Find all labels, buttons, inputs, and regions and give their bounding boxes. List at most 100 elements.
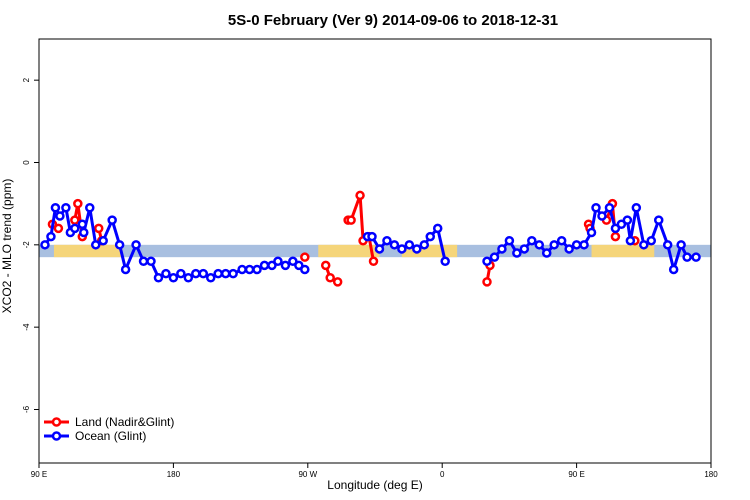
data-point xyxy=(90,240,101,250)
data-point xyxy=(300,264,310,275)
data-point xyxy=(50,203,61,213)
data-point xyxy=(267,260,277,271)
x-tick-label: 90 E xyxy=(31,470,47,479)
data-point xyxy=(168,273,179,283)
data-point xyxy=(591,203,601,213)
series-0 xyxy=(47,190,640,287)
data-point xyxy=(259,260,270,271)
data-point xyxy=(404,240,415,250)
x-axis: 90 E 180 90 W 0 90 E 180 xyxy=(31,463,718,479)
data-point xyxy=(325,273,335,283)
data-point xyxy=(93,223,104,234)
y-tick-label: 0 xyxy=(22,160,31,165)
data-point xyxy=(294,260,304,271)
data-point xyxy=(367,231,377,242)
data-point xyxy=(389,240,400,250)
y-tick-label: -6 xyxy=(22,405,31,413)
data-point xyxy=(40,240,50,250)
data-point xyxy=(320,260,331,271)
data-point xyxy=(70,223,80,234)
data-point xyxy=(397,244,407,254)
data-point xyxy=(419,240,430,250)
data-point xyxy=(146,256,156,267)
x-tick-label: 90 W xyxy=(298,470,317,479)
data-point xyxy=(616,219,627,229)
land-band-segment xyxy=(53,244,123,258)
data-point xyxy=(610,231,621,242)
data-point xyxy=(300,252,310,262)
x-tick-label: 180 xyxy=(167,470,181,479)
data-point xyxy=(482,277,492,287)
data-point xyxy=(213,268,223,279)
data-point xyxy=(691,252,701,262)
data-point xyxy=(176,268,186,279)
data-point xyxy=(519,244,530,254)
data-point xyxy=(332,277,343,287)
chart-title: 5S-0 February (Ver 9) 2014-09-06 to 2018… xyxy=(228,12,558,29)
data-point xyxy=(440,256,450,267)
data-point xyxy=(676,240,686,250)
data-point xyxy=(346,215,356,225)
data-point xyxy=(504,235,515,246)
data-point xyxy=(497,244,507,254)
y-axis-label: XCO2 - MLO trend (ppm) xyxy=(0,179,14,314)
data-point xyxy=(114,240,125,250)
data-point xyxy=(368,256,379,267)
y-tick-label: 2 xyxy=(22,77,31,82)
data-point xyxy=(668,264,679,275)
x-axis-label: Longitude (deg E) xyxy=(327,478,422,492)
data-point xyxy=(512,248,522,258)
data-point xyxy=(382,235,392,246)
data-point xyxy=(280,260,291,271)
data-point xyxy=(153,273,164,283)
data-point xyxy=(586,227,597,238)
data-point xyxy=(622,215,633,225)
data-point xyxy=(412,244,422,254)
data-point xyxy=(120,264,131,275)
legend-marker xyxy=(51,431,62,441)
data-point xyxy=(244,264,255,275)
data-point xyxy=(191,268,201,279)
data-point xyxy=(646,235,657,246)
data-point xyxy=(79,227,89,238)
data-point xyxy=(527,235,537,246)
data-point xyxy=(571,240,582,250)
land-band-segment xyxy=(318,244,380,258)
data-point xyxy=(625,235,636,246)
data-point xyxy=(489,252,500,262)
data-point xyxy=(98,235,108,246)
legend-label: Land (Nadir&Glint) xyxy=(75,415,174,429)
series-1 xyxy=(40,203,701,283)
data-point xyxy=(61,203,71,213)
data-point xyxy=(425,231,436,242)
data-point xyxy=(432,223,443,234)
legend: Land (Nadir&Glint)Ocean (Glint) xyxy=(44,415,174,443)
data-point xyxy=(46,231,56,242)
data-point xyxy=(534,240,545,250)
data-point xyxy=(682,252,692,262)
data-point xyxy=(597,211,607,221)
data-point xyxy=(183,273,194,283)
data-point xyxy=(556,235,567,246)
data-point xyxy=(138,256,149,267)
data-point xyxy=(604,203,615,213)
data-point xyxy=(288,256,298,267)
y-tick-label: -4 xyxy=(22,323,31,331)
legend-label: Ocean (Glint) xyxy=(75,429,146,443)
data-point xyxy=(579,240,589,250)
data-point xyxy=(161,268,171,279)
data-point xyxy=(131,240,141,250)
data-point xyxy=(653,215,664,225)
land-band-segment xyxy=(591,244,655,258)
data-point xyxy=(55,211,65,221)
data-point xyxy=(228,268,238,279)
x-tick-label: 180 xyxy=(704,470,718,479)
plot-frame xyxy=(38,38,712,464)
data-point xyxy=(70,215,80,225)
data-point xyxy=(252,264,262,275)
x-tick-label: 0 xyxy=(440,470,445,479)
data-point xyxy=(85,203,95,213)
data-point xyxy=(549,240,559,250)
data-point xyxy=(237,264,247,275)
